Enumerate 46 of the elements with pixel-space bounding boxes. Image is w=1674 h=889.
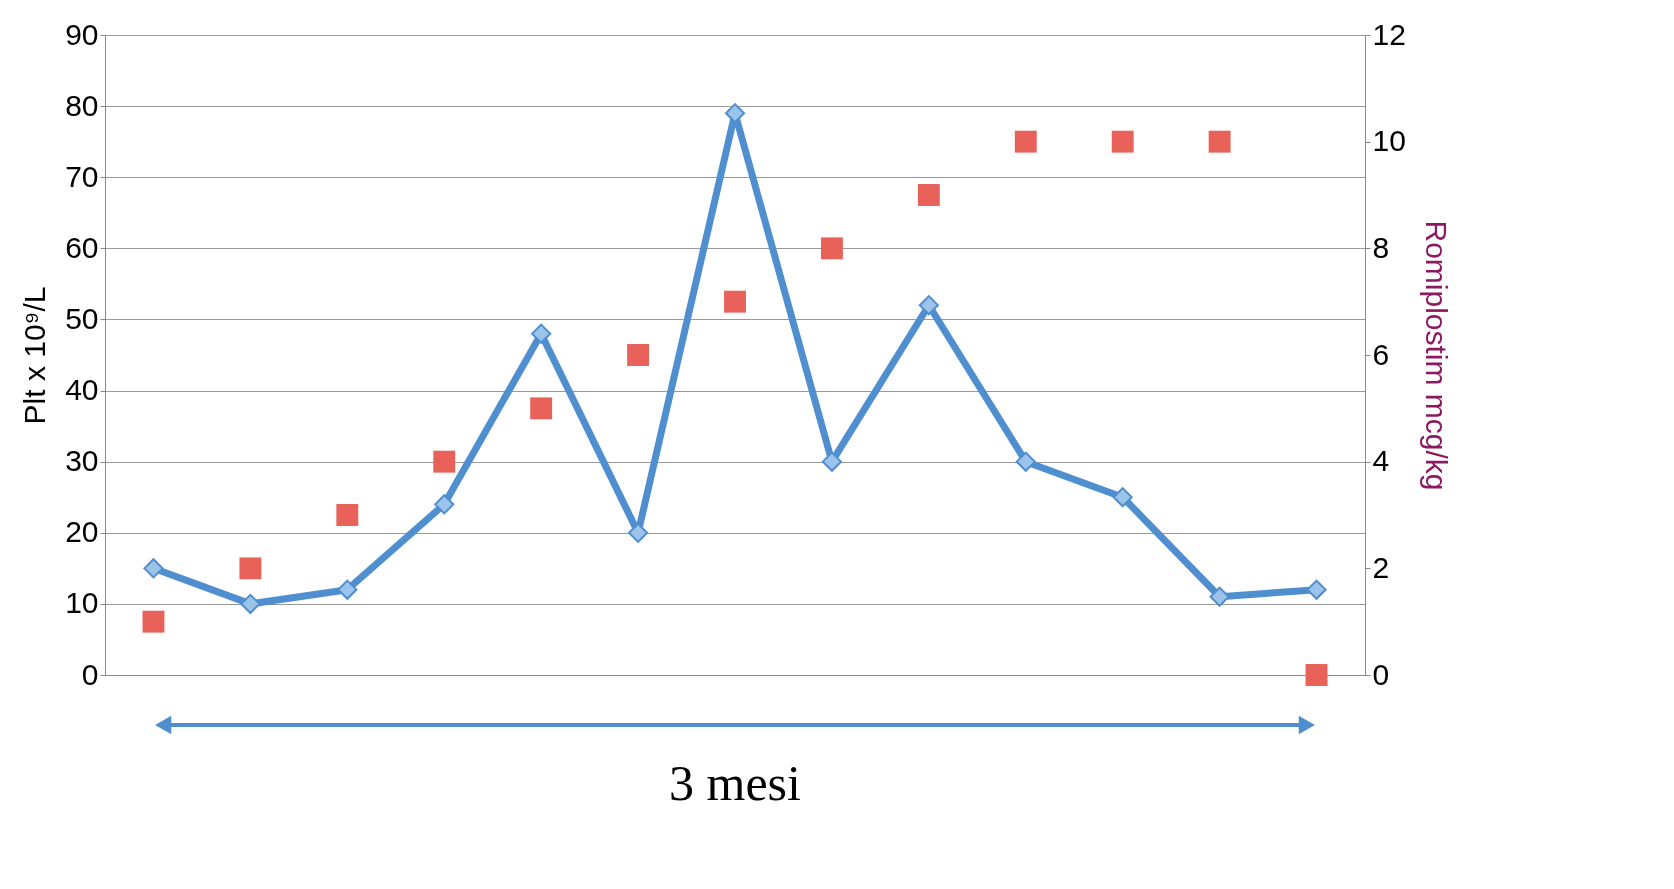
y2-axis-title: Romiplostim mcg/kg xyxy=(1419,220,1453,491)
point xyxy=(821,451,843,472)
point xyxy=(627,522,649,543)
point xyxy=(434,494,455,515)
y-tick-label: 30 xyxy=(65,444,99,478)
y-tick-label: 70 xyxy=(65,159,99,193)
y-tick-label: 60 xyxy=(65,230,99,264)
y-tick-label: 90 xyxy=(65,17,99,51)
point xyxy=(820,237,843,260)
point xyxy=(240,593,261,614)
y2-tick-label: 4 xyxy=(1372,444,1390,478)
point xyxy=(917,184,940,206)
y2-tick-label: 0 xyxy=(1372,657,1390,691)
point xyxy=(1208,130,1231,153)
point xyxy=(433,450,456,473)
y-tick-label: 80 xyxy=(65,88,99,122)
y-tick-label: 10 xyxy=(65,586,99,620)
point xyxy=(1112,487,1133,508)
y-tick-label: 20 xyxy=(65,515,99,549)
y2-tick-label: 12 xyxy=(1372,17,1406,51)
point xyxy=(531,323,552,344)
point xyxy=(918,295,939,316)
point xyxy=(337,579,358,600)
y2-tick-label: 10 xyxy=(1372,124,1406,158)
y-tick-label: 0 xyxy=(81,657,99,691)
text: 3 mesi xyxy=(669,755,801,811)
point xyxy=(239,557,262,580)
point xyxy=(1014,130,1037,153)
point xyxy=(1209,586,1230,607)
point xyxy=(724,290,746,313)
y2-tick-label: 2 xyxy=(1372,550,1390,584)
point xyxy=(530,397,553,420)
y-tick-label: 50 xyxy=(65,301,99,335)
point xyxy=(336,504,359,526)
y-tick-label: 40 xyxy=(65,373,99,407)
point xyxy=(1305,664,1328,686)
point xyxy=(1111,130,1134,153)
point xyxy=(143,558,164,579)
point xyxy=(627,344,650,366)
point xyxy=(142,610,165,633)
point xyxy=(1015,451,1036,472)
y2-tick-label: 8 xyxy=(1372,230,1390,264)
y2-tick-label: 6 xyxy=(1372,337,1390,371)
point xyxy=(1306,579,1327,600)
point xyxy=(724,103,746,124)
y-axis-title: Plt x 10⁹/L xyxy=(18,286,52,425)
